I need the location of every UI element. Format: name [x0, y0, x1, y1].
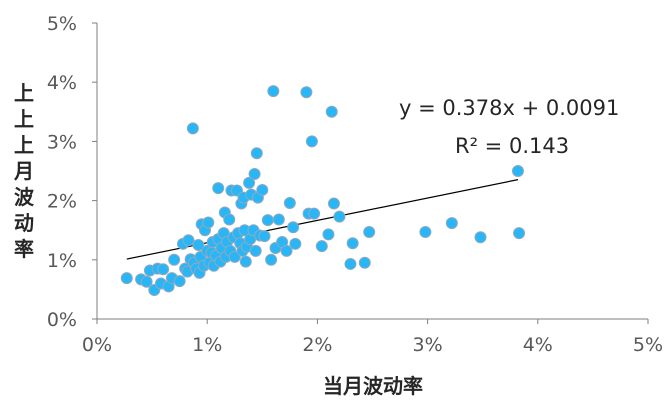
data-point [202, 216, 215, 229]
data-point [333, 210, 346, 223]
data-point [182, 234, 195, 247]
data-point [192, 239, 205, 251]
y-tick-label: 2% [47, 191, 77, 213]
data-point [283, 196, 296, 209]
x-axis-title: 当月波动率 [323, 374, 423, 398]
data-point [186, 122, 199, 135]
data-point [173, 275, 186, 288]
axes: 0% 1% 2% 3% 4% 5% 0% 1% 2% 3% 4% 5% [47, 13, 663, 356]
trendline-layer [126, 179, 519, 260]
data-point [248, 167, 261, 180]
data-point [157, 263, 170, 276]
data-point [267, 85, 280, 98]
x-tick-label: 3% [413, 334, 443, 356]
labels: y = 0.378x + 0.0091 R² = 0.143 当月波动率 上上上… [13, 81, 619, 398]
data-point [344, 257, 357, 270]
data-point [243, 176, 256, 189]
data-point [322, 228, 335, 241]
x-tick-label: 2% [302, 334, 332, 356]
data-point [280, 244, 293, 257]
y-tick-label: 4% [47, 72, 77, 94]
data-point [289, 237, 302, 250]
y-axis-title: 上上上月波动率 [13, 81, 35, 261]
data-point [120, 272, 133, 285]
trendline-equation: y = 0.378x + 0.0091 [399, 96, 619, 120]
x-tick-label: 0% [82, 334, 112, 356]
data-point [363, 225, 376, 238]
trendline [126, 179, 519, 260]
data-point [474, 231, 487, 244]
data-point [287, 221, 300, 234]
data-point [249, 244, 262, 257]
data-point [223, 213, 236, 226]
data-point [346, 237, 359, 250]
data-point [511, 165, 524, 177]
data-point [419, 225, 432, 238]
data-point [261, 214, 274, 227]
data-point [445, 217, 458, 230]
y-tick-label: 5% [47, 13, 77, 35]
data-point [272, 213, 285, 226]
data-point [212, 182, 225, 195]
y-tick-label: 1% [47, 250, 77, 272]
x-tick-label: 5% [633, 334, 663, 356]
data-point [239, 255, 252, 268]
data-point [300, 86, 313, 99]
data-point [358, 256, 371, 269]
data-point [315, 240, 328, 253]
x-tick-label: 1% [192, 334, 222, 356]
data-point [327, 197, 340, 210]
data-point [308, 207, 321, 220]
r-squared-label: R² = 0.143 [455, 134, 569, 158]
y-tick-label: 3% [47, 131, 77, 153]
data-point [256, 183, 269, 196]
data-point [250, 147, 263, 160]
data-points [120, 85, 526, 296]
data-point [325, 105, 338, 118]
data-point [168, 253, 181, 266]
data-point [265, 253, 278, 266]
data-point [305, 135, 318, 148]
data-point [513, 227, 526, 240]
x-tick-label: 4% [523, 334, 553, 356]
data-point [140, 275, 153, 288]
y-tick-label: 0% [47, 309, 77, 331]
data-point [258, 230, 271, 243]
